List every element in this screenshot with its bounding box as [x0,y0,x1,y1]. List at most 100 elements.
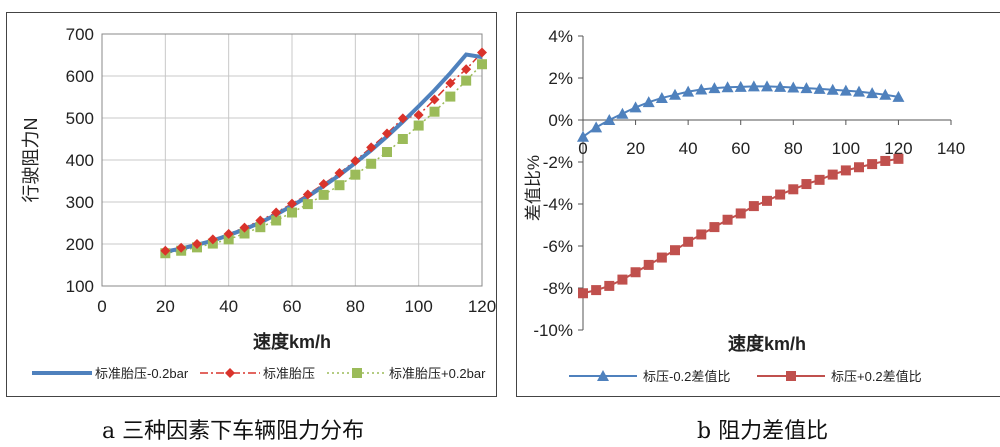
data-point-minus-ratio [655,91,668,103]
data-point-plus-ratio [775,189,786,200]
data-point-standard [318,178,329,189]
data-point-plus-ratio [893,153,904,164]
data-point-plus [366,158,377,169]
data-point-plus [302,199,313,210]
y-tick-label: 500 [66,109,94,128]
x-tick-label: 120 [468,297,496,316]
data-point-plus-ratio [722,214,733,225]
x-axis-label: 速度km/h [728,333,806,354]
x-tick-label: 0 [578,139,587,158]
data-point-standard [255,215,266,226]
data-point-plus-ratio [656,252,667,263]
x-tick-label: 140 [937,139,965,158]
data-point-minus-ratio [721,81,734,93]
x-tick-label: 80 [784,139,803,158]
data-point-plus [477,59,487,70]
data-point-standard [413,110,424,121]
data-point-plus [397,134,408,144]
data-point-minus-ratio [629,101,642,113]
data-point-standard [366,142,377,153]
data-point-standard [382,128,392,139]
y-tick-label: 700 [66,25,94,44]
data-point-standard [397,113,408,124]
data-point-minus-ratio [813,82,826,94]
x-tick-label: 20 [156,297,175,316]
series-line-standard [165,51,483,252]
data-point-minus-ratio [853,85,865,97]
data-point-plus-ratio [788,184,799,195]
legend-label-plus-ratio: 标压+0.2差值比 [831,369,922,384]
data-point-plus-ratio [748,201,759,212]
y-tick-label: 300 [66,193,94,212]
data-point-minus-ratio [682,85,695,97]
data-point-plus [255,222,266,233]
data-point-plus [223,234,234,245]
x-tick-label: 60 [283,297,302,316]
data-point-minus-ratio [787,81,800,93]
legend-marker-standard [225,368,235,378]
x-tick-label: 40 [679,139,698,158]
x-tick-label: 100 [832,139,860,158]
data-point-minus-ratio [695,83,708,95]
data-point-plus-ratio [762,195,772,206]
data-point-plus [318,189,329,200]
x-tick-label: 40 [219,297,238,316]
data-point-standard [429,94,440,105]
data-point-plus [350,169,361,180]
y-tick-label: -8% [543,279,573,298]
data-point-plus-ratio [617,274,628,285]
data-point-plus [445,91,456,102]
data-point-plus-ratio [801,179,812,190]
data-point-plus-ratio [591,285,602,296]
x-tick-label: 80 [346,297,365,316]
y-axis-label: 差值比% [524,155,543,221]
data-point-plus-ratio [683,236,694,247]
data-point-plus [271,215,282,226]
data-point-minus-ratio [839,84,852,96]
data-point-standard [207,234,218,245]
data-point-minus-ratio [866,87,879,99]
legend-label-plus: 标准胎压+0.2bar [389,366,486,381]
data-point-plus-ratio [854,162,864,173]
y-tick-label: -2% [543,153,573,172]
y-tick-label: -4% [543,195,573,214]
data-point-standard [350,155,361,166]
data-point-standard [287,198,297,209]
data-point-plus-ratio [867,159,878,170]
x-tick-label: 100 [404,297,432,316]
data-point-plus-ratio [643,259,654,270]
data-point-plus [334,180,345,191]
data-point-plus [382,147,392,158]
x-axis-label: 速度km/h [253,331,331,352]
series-line-minus [164,52,483,254]
y-tick-label: 200 [66,235,94,254]
plot-area [101,33,483,287]
data-point-minus-ratio [826,83,839,95]
data-point-plus-ratio [814,174,825,185]
data-point-plus-ratio [604,280,615,291]
chart-a-canvas: 0 20 40 60 80 100 120 100 200 300 400 500 600 700 速度km… [21,25,496,381]
resistance-difference-ratio-chart: 4% 2% 0% -2% -4% -6% -8% -10% 0 20 40 60 80 100 120 140… [516,12,1000,397]
y-axis-label: 行驶阻力N [21,118,41,203]
legend-label-minus: 标准胎压-0.2bar [95,366,189,381]
data-point-standard [271,207,282,218]
data-point-standard [334,168,345,179]
x-tick-label: 120 [884,139,912,158]
y-tick-label: 2% [548,69,573,88]
data-point-standard [176,242,187,253]
resistance-distribution-chart: 0 20 40 60 80 100 120 100 200 300 400 500 600 700 速度km… [6,12,497,397]
legend-marker-minus-ratio [597,370,609,381]
data-point-plus [239,228,250,239]
data-point-standard [461,64,472,75]
x-tick-label: 20 [626,139,645,158]
data-point-minus-ratio [774,80,787,92]
y-tick-label: 100 [66,277,94,296]
data-point-plus-ratio [670,245,680,256]
y-tick-label: 400 [66,151,94,170]
data-point-plus-ratio [735,208,746,219]
data-point-standard [239,222,250,233]
x-tick-label: 60 [731,139,750,158]
data-point-plus-ratio [840,165,851,176]
data-point-plus-ratio [880,155,891,166]
data-point-plus-ratio [578,288,588,299]
